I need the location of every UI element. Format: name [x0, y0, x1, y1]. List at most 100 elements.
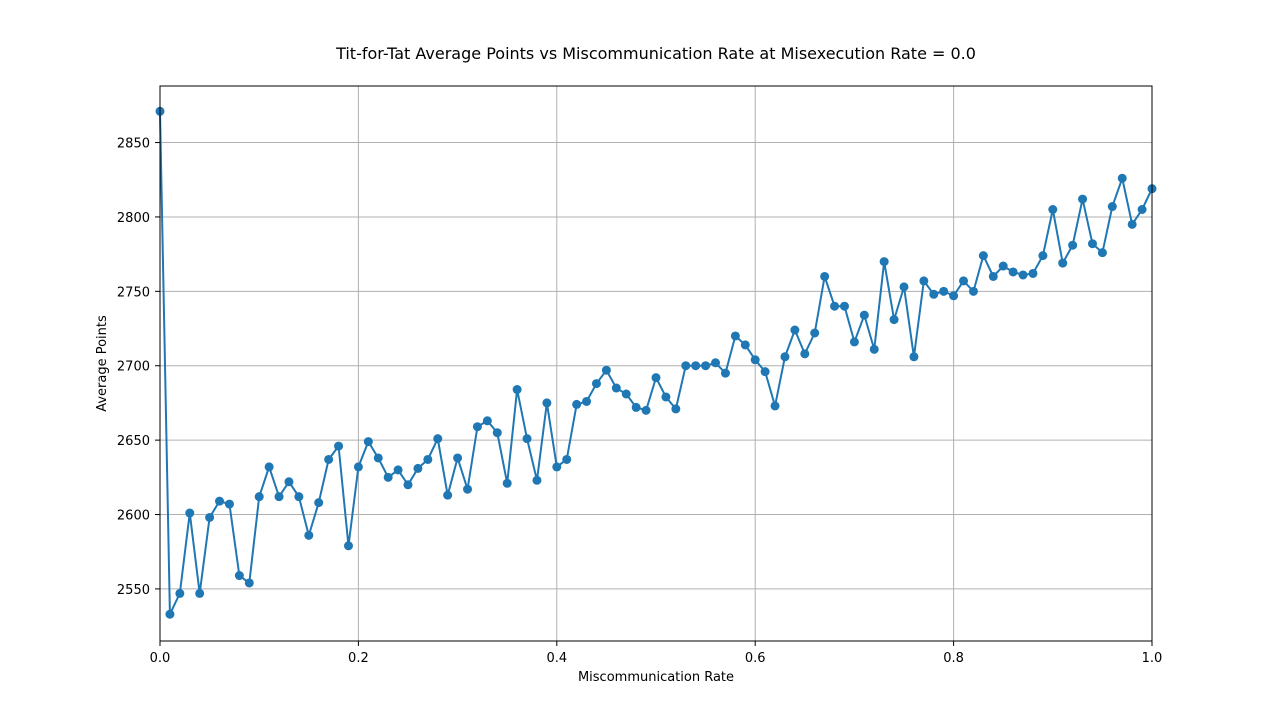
data-point [978, 251, 988, 261]
data-point [1068, 240, 1078, 250]
data-point [195, 588, 205, 598]
data-point [631, 402, 641, 412]
x-axis-label: Miscommunication Rate [578, 670, 734, 685]
data-point [413, 463, 423, 473]
data-point [264, 462, 274, 472]
data-point [294, 492, 304, 502]
data-point [403, 480, 413, 490]
y-tick-label: 2750 [117, 285, 150, 300]
x-tick-label: 0.6 [745, 651, 766, 666]
data-point [1048, 204, 1058, 214]
data-point [1008, 267, 1018, 277]
data-point [373, 453, 383, 463]
data-point [988, 271, 998, 281]
data-point [909, 352, 919, 362]
data-point [919, 276, 929, 286]
data-point [175, 588, 185, 598]
data-point [711, 358, 721, 368]
data-point [949, 291, 959, 301]
data-point [353, 462, 363, 472]
data-point [254, 492, 264, 502]
data-point [215, 496, 225, 506]
data-point [443, 490, 453, 500]
data-point [929, 289, 939, 299]
x-tick-label: 0.0 [150, 651, 171, 666]
x-tick-label: 0.4 [546, 651, 567, 666]
y-tick-label: 2850 [117, 137, 150, 152]
data-point [1117, 173, 1127, 183]
x-tick-label: 0.8 [943, 651, 964, 666]
data-point [730, 331, 740, 341]
y-tick-label: 2800 [117, 211, 150, 226]
data-point [681, 361, 691, 371]
data-point [810, 328, 820, 338]
data-point [968, 286, 978, 296]
data-point [1137, 204, 1147, 214]
data-point [839, 301, 849, 311]
data-point [552, 462, 562, 472]
data-point [899, 282, 909, 292]
data-point [532, 475, 542, 485]
data-point [859, 310, 869, 320]
grid-lines [159, 86, 1153, 641]
data-point [1058, 258, 1068, 268]
data-point [185, 508, 195, 518]
data-point [939, 286, 949, 296]
x-axis-ticks: 0.0 0.2 0.4 0.6 0.8 1.0 [150, 641, 1162, 666]
data-point [800, 349, 810, 359]
data-point [572, 399, 582, 409]
x-tick-label: 0.2 [348, 651, 369, 666]
data-point [611, 383, 621, 393]
data-point [641, 405, 651, 415]
chart-title: Tit-for-Tat Average Points vs Miscommuni… [335, 44, 976, 63]
data-point [165, 609, 175, 619]
data-point [691, 361, 701, 371]
data-point [343, 541, 353, 551]
data-point [1078, 194, 1088, 204]
y-axis-ticks: 2550 2600 2650 2700 2750 2800 2850 [117, 137, 160, 598]
data-point [284, 477, 294, 487]
y-tick-label: 2600 [117, 509, 150, 524]
data-point [998, 261, 1008, 271]
plot-frame [159, 85, 1153, 642]
data-point [334, 441, 344, 451]
data-point [1107, 202, 1117, 212]
data-point [1127, 219, 1137, 229]
y-tick-label: 2550 [117, 583, 150, 598]
data-point [621, 389, 631, 399]
data-point [959, 276, 969, 286]
data-point [879, 257, 889, 267]
data-point [274, 492, 284, 502]
data-point [304, 530, 314, 540]
data-point [224, 499, 234, 509]
data-point [562, 454, 572, 464]
data-point [820, 271, 830, 281]
data-point [492, 428, 502, 438]
data-point [760, 367, 770, 377]
data-point [1018, 270, 1028, 280]
data-point [205, 513, 215, 523]
data-point [1028, 268, 1038, 278]
data-point [591, 379, 601, 389]
data-point [601, 365, 611, 375]
data-point [363, 437, 373, 447]
data-point [542, 398, 552, 408]
data-point [830, 301, 840, 311]
data-point [750, 355, 760, 365]
data-point [701, 361, 711, 371]
data-point [383, 472, 393, 482]
data-point [889, 315, 899, 325]
data-point [463, 484, 473, 494]
y-tick-label: 2650 [117, 434, 150, 449]
data-point [1038, 251, 1048, 261]
data-point [522, 434, 532, 444]
data-point [869, 344, 879, 354]
data-point [720, 368, 730, 378]
data-series [155, 106, 1157, 619]
data-point [651, 373, 661, 383]
data-point [393, 465, 403, 475]
data-point [1097, 248, 1107, 258]
data-point [780, 352, 790, 362]
data-point [472, 422, 482, 432]
